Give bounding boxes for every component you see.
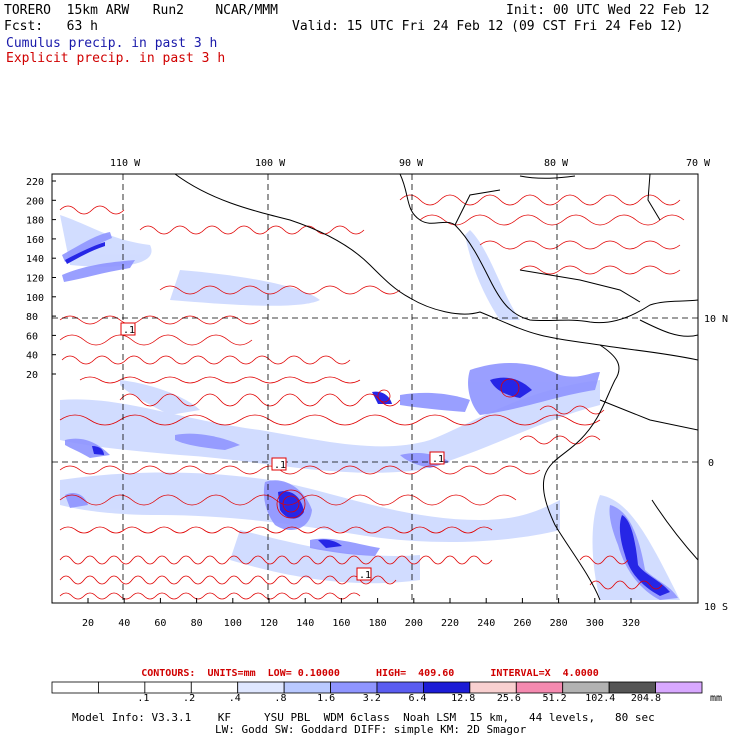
- colorbar-label: 12.8: [451, 693, 476, 704]
- colorbar-label: 204.8: [630, 693, 662, 704]
- coastlines: [174, 174, 698, 601]
- colorbar-label: 102.4: [585, 693, 616, 704]
- x-tick-label: 140: [296, 618, 314, 629]
- colorbar-swatch: [423, 681, 471, 694]
- colorbar-swatch: [144, 681, 192, 694]
- y-tick-label: 180: [26, 216, 44, 227]
- y-tick-label: 20: [26, 370, 38, 381]
- colorbar-swatch: [469, 681, 517, 694]
- y-tick-label: 100: [26, 293, 44, 304]
- svg-text:10 S: 10 S: [704, 602, 728, 613]
- x-tick-label: 180: [369, 618, 387, 629]
- colorbar-swatch: [98, 681, 146, 694]
- plot-frame: [51, 173, 699, 604]
- colorbar-swatch: [562, 681, 610, 694]
- colorbar-swatch: [283, 681, 331, 694]
- colorbar-swatch: [608, 681, 656, 694]
- model-info: Model Info: V3.3.1 KF YSU PBL WDM 6class…: [72, 711, 655, 724]
- colorbar-swatch: [330, 681, 378, 694]
- svg-text:110 W: 110 W: [110, 158, 141, 169]
- box-label: .1: [359, 570, 371, 581]
- y-tick-label: 40: [26, 351, 38, 362]
- colorbar-unit: mm: [710, 693, 723, 704]
- forecast-hour: Fcst: 63 h: [4, 19, 98, 34]
- y-tick-label: 140: [26, 254, 44, 265]
- explicit-precip-contours: [59, 194, 685, 600]
- box-label: .1: [123, 325, 135, 336]
- svg-text:70 W: 70 W: [686, 158, 711, 169]
- colorbar-swatch: [655, 681, 703, 694]
- colorbar-swatch: [190, 681, 239, 694]
- colorbar-label: 6.4: [408, 693, 427, 704]
- init-time: Init: 00 UTC Wed 22 Feb 12: [506, 3, 710, 18]
- svg-text:100 W: 100 W: [255, 158, 286, 169]
- y-axis-ticks: 220 200 180 160 140 120 100 80 60 40 20: [26, 177, 56, 381]
- svg-text:80 W: 80 W: [544, 158, 569, 169]
- colorbar-swatch: [376, 681, 424, 694]
- x-tick-label: 320: [622, 618, 640, 629]
- svg-text:0: 0: [708, 458, 714, 469]
- contours-caption: CONTOURS: UNITS=mm LOW= 0.10000 HIGH= 40…: [141, 668, 599, 679]
- precip-shading-light: [60, 215, 680, 600]
- x-tick-label: 220: [441, 618, 459, 629]
- y-tick-label: 60: [26, 331, 38, 342]
- valid-time: Valid: 15 UTC Fri 24 Feb 12 (09 CST Fri …: [292, 19, 684, 34]
- colorbar-label: .8: [274, 693, 287, 704]
- box-label: .1: [432, 454, 444, 465]
- colorbar-label: .2: [183, 693, 196, 704]
- colorbar-label: 51.2: [542, 693, 567, 704]
- svg-text:10 N: 10 N: [704, 314, 728, 325]
- colorbar-label: 25.6: [496, 693, 521, 704]
- colorbar-label: 1.6: [317, 693, 336, 704]
- x-tick-label: 60: [154, 618, 166, 629]
- legend-explicit: Explicit precip. in past 3 h: [6, 51, 226, 66]
- x-tick-label: 160: [332, 618, 350, 629]
- latlon-grid: [52, 174, 698, 603]
- x-tick-label: 100: [224, 618, 242, 629]
- colorbar-swatch: [515, 681, 564, 694]
- x-tick-label: 280: [550, 618, 568, 629]
- model-physics: LW: Godd SW: Goddard DIFF: simple KM: 2D…: [215, 723, 527, 736]
- colorbar-label: 3.2: [362, 693, 381, 704]
- box-label: .1: [274, 460, 286, 471]
- model-title: TORERO 15km ARW Run2 NCAR/MMM: [4, 3, 278, 18]
- contour-box-labels: .1 .1 .1 .1: [120, 322, 445, 581]
- y-tick-label: 200: [26, 196, 44, 207]
- colorbar-label: .4: [228, 693, 241, 704]
- precip-shading-dark: [65, 242, 670, 596]
- x-tick-label: 240: [477, 618, 495, 629]
- legend-cumulus: Cumulus precip. in past 3 h: [6, 36, 218, 51]
- x-tick-label: 120: [260, 618, 278, 629]
- colorbar-swatch: [51, 681, 99, 694]
- latitude-labels: 10 N 0 10 S: [704, 314, 728, 613]
- colorbar-swatch: [237, 681, 285, 694]
- x-tick-label: 40: [118, 618, 130, 629]
- x-tick-label: 20: [82, 618, 94, 629]
- colorbar: [51, 681, 703, 694]
- colorbar-label: .1: [137, 693, 150, 704]
- x-tick-label: 80: [191, 618, 203, 629]
- x-tick-label: 200: [405, 618, 423, 629]
- x-tick-label: 260: [513, 618, 531, 629]
- y-tick-label: 120: [26, 274, 44, 285]
- y-tick-label: 160: [26, 235, 44, 246]
- longitude-labels: 110 W 100 W 90 W 80 W 70 W: [110, 158, 711, 169]
- x-axis-ticks: 20 40 60 80 100 120 140 160 180 200 220 240 260 280 30…: [82, 598, 640, 629]
- svg-text:90 W: 90 W: [399, 158, 424, 169]
- y-tick-label: 220: [26, 177, 44, 188]
- y-tick-label: 80: [26, 312, 38, 323]
- x-tick-label: 300: [586, 618, 604, 629]
